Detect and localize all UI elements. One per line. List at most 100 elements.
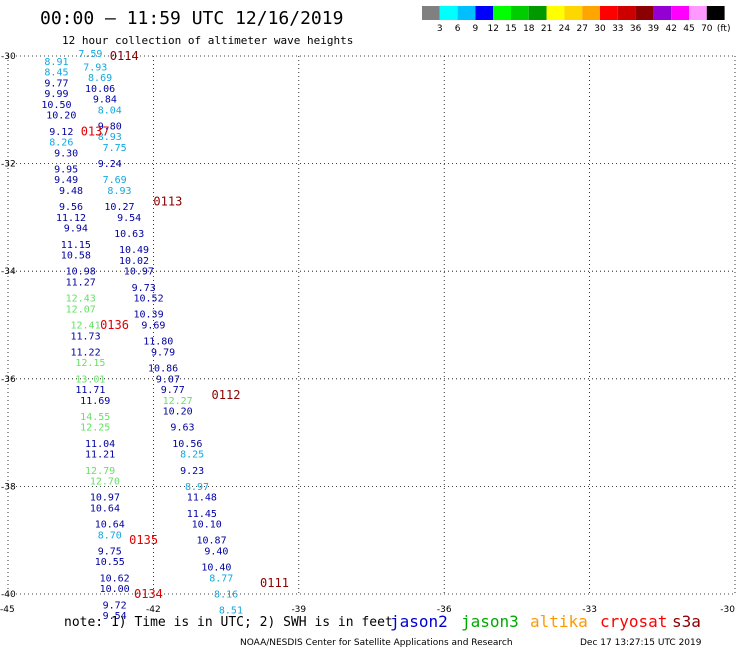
swh-value-label: 9.69	[141, 321, 165, 332]
swh-value-label: 10.02	[119, 256, 149, 267]
swh-value-label: 11.22	[70, 347, 100, 358]
x-tick-label: -39	[291, 605, 306, 615]
swh-value-label: 9.99	[44, 89, 68, 100]
axis-tick-labels: -30 -32 -34 -36 -38 -40 -45 -42 -39 -36 -33 -30	[0, 52, 735, 615]
wave-height-tracks: 8.918.459.779.9910.5010.209.128.269.309.…	[41, 49, 243, 622]
swh-value-label: 10.62	[100, 573, 130, 584]
pass-time-label: 0111	[260, 576, 289, 590]
y-tick-label: -30	[1, 52, 16, 62]
colorbar-swatch	[546, 6, 565, 20]
swh-value-label: 9.79	[151, 347, 175, 358]
timestamp-text: Dec 17 13:27:15 UTC 2019	[580, 638, 702, 648]
swh-value-label: 10.98	[66, 267, 96, 278]
pass-time-label: 0136	[100, 318, 129, 332]
colorbar-label: 36	[630, 24, 642, 34]
pass-time-label: 0137	[81, 124, 110, 138]
swh-value-label: 9.56	[59, 202, 83, 213]
swh-value-label: 11.80	[143, 337, 173, 348]
colorbar-label: (ft)	[717, 24, 731, 34]
swh-value-label: 10.49	[119, 245, 149, 256]
colorbar-label: 39	[648, 24, 660, 34]
swh-value-label: 9.63	[170, 423, 194, 434]
legend-jason3: jason3	[461, 612, 519, 631]
pass-time-label: 0134	[134, 587, 163, 601]
colorbar-swatch	[689, 6, 707, 20]
swh-value-label: 8.45	[44, 68, 68, 79]
swh-value-label: 10.10	[192, 520, 222, 531]
swh-value-label: 9.95	[54, 164, 78, 175]
swh-value-label: 11.12	[56, 213, 86, 224]
colorbar-swatch	[706, 6, 725, 20]
x-tick-label: -42	[146, 605, 161, 615]
swh-value-label: 8.91	[44, 57, 68, 68]
swh-value-label: 10.58	[61, 251, 91, 262]
swh-value-label: 10.56	[172, 439, 202, 450]
x-tick-label: -45	[0, 605, 15, 615]
swh-value-label: 10.87	[197, 536, 227, 547]
colorbar-swatch	[511, 6, 529, 20]
swh-value-label: 10.97	[124, 267, 154, 278]
colorbar-label: 3	[437, 24, 443, 34]
colorbar-swatch	[617, 6, 636, 20]
legend-altika: altika	[530, 612, 588, 631]
swh-value-label: 10.20	[46, 111, 76, 122]
swh-value-label: 12.43	[66, 294, 96, 305]
colorbar-swatch	[439, 6, 458, 20]
swh-value-label: 9.24	[98, 159, 122, 170]
colorbar-label: 70	[701, 24, 713, 34]
colorbar-swatch	[457, 6, 476, 20]
swh-value-label: 9.80	[98, 121, 122, 132]
swh-value-label: 11.69	[80, 396, 110, 407]
swh-value-label: 11.45	[187, 509, 217, 520]
swh-value-label: 9.84	[93, 95, 117, 106]
x-tick-label: -36	[437, 605, 452, 615]
swh-value-label: 9.77	[44, 78, 68, 89]
satellite-legend: jason2 jason3 altika cryosat s3a	[390, 612, 701, 631]
colorbar-label: 45	[683, 24, 694, 34]
colorbar-label: 18	[523, 24, 535, 34]
swh-value-label: 7.75	[103, 143, 127, 154]
swh-value-label: 9.73	[132, 283, 156, 294]
colorbar-label: 30	[594, 24, 606, 34]
swh-value-label: 8.70	[98, 530, 122, 541]
swh-value-label: 11.15	[61, 240, 91, 251]
colorbar-label: 12	[487, 24, 498, 34]
swh-value-label: 8.93	[98, 132, 122, 143]
chart-title: 00:00 — 11:59 UTC 12/16/2019	[40, 8, 343, 29]
pass-time-labels: 0114 0137 0113 0136 0112 0135 0134 0111	[81, 49, 289, 601]
swh-value-label: 8.04	[98, 105, 122, 116]
swh-value-label: 14.55	[80, 412, 110, 423]
swh-value-label: 9.77	[161, 385, 185, 396]
swh-value-label: 11.71	[75, 385, 105, 396]
colorbar-swatch	[475, 6, 494, 20]
swh-value-label: 8.69	[88, 73, 112, 84]
colorbar-swatch	[653, 6, 672, 20]
swh-value-label: 9.54	[117, 213, 141, 224]
swh-value-label: 10.50	[41, 100, 71, 111]
swh-value-label: 9.30	[54, 148, 78, 159]
legend-jason2: jason2	[390, 612, 448, 631]
colorbar-label: 15	[505, 24, 516, 34]
swh-value-label: 9.48	[59, 186, 83, 197]
swh-value-label: 10.40	[201, 563, 231, 574]
swh-value-label: 11.73	[70, 331, 100, 342]
x-tick-label: -30	[720, 605, 735, 615]
colorbar-label: 33	[612, 24, 623, 34]
swh-value-label: 12.27	[163, 396, 193, 407]
swh-value-label: 9.75	[98, 546, 122, 557]
y-tick-label: -38	[1, 482, 16, 492]
swh-value-label: 9.72	[103, 600, 127, 611]
colorbar-swatch	[422, 6, 440, 20]
colorbar-label: 24	[559, 24, 571, 34]
colorbar-swatch	[671, 6, 689, 20]
swh-value-label: 8.97	[185, 482, 209, 493]
units-note: note: 1) Time is in UTC; 2) SWH is in fe…	[64, 615, 393, 630]
swh-value-label: 7.93	[83, 62, 107, 73]
colorbar-label: 9	[473, 24, 479, 34]
y-tick-label: -36	[1, 375, 16, 385]
swh-value-label: 12.07	[66, 304, 96, 315]
swh-value-label: 11.27	[66, 277, 96, 288]
colorbar-swatch	[600, 6, 618, 20]
swh-value-label: 11.48	[187, 493, 217, 504]
